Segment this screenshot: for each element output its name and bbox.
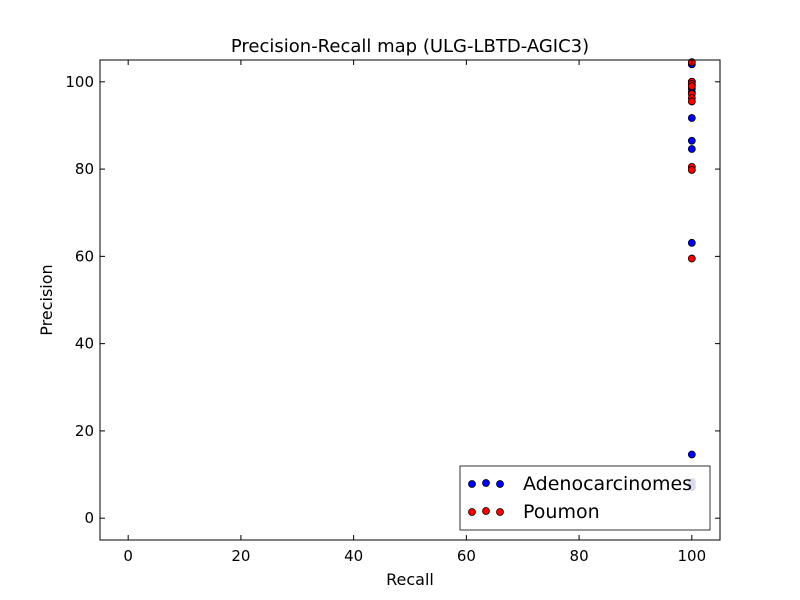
- data-point: [687, 114, 696, 122]
- legend-frame: [459, 465, 711, 531]
- data-point: [687, 145, 696, 153]
- y-axis-label: Precision: [37, 264, 56, 335]
- legend-label: Adenocarcinomes: [523, 473, 692, 495]
- chart-title: Precision-Recall map (ULG-LBTD-AGIC3): [231, 36, 589, 57]
- data-point: [687, 82, 696, 91]
- data-point: [687, 450, 696, 459]
- x-tick-label: 40: [344, 547, 363, 565]
- legend-item-poumon: Poumon: [468, 501, 600, 523]
- ticks-layer: 0 20 40 60 80 100 0 20 40 60 80 100: [65, 60, 720, 565]
- points-layer: [687, 58, 696, 492]
- legend-marker: [468, 480, 476, 488]
- data-point: [687, 254, 696, 263]
- legend-label: Poumon: [523, 501, 600, 523]
- x-tick-label: 80: [570, 547, 589, 565]
- y-tick-label: 0: [84, 509, 94, 527]
- y-tick-label: 40: [75, 335, 94, 353]
- data-point: [687, 238, 696, 247]
- y-tick-label: 80: [75, 160, 94, 178]
- legend-marker: [482, 507, 490, 515]
- data-point: [687, 166, 696, 174]
- x-tick-label: 100: [677, 547, 706, 565]
- x-axis-label: Recall: [386, 570, 434, 589]
- legend-item-adenocarcinomes: Adenocarcinomes: [468, 473, 692, 495]
- x-tick-label: 20: [231, 547, 250, 565]
- legend: Adenocarcinomes Poumon: [459, 465, 711, 531]
- plot-frame: [99, 59, 721, 541]
- series-adenocarcinomes: [687, 60, 696, 492]
- data-point: [687, 136, 696, 145]
- legend-marker: [482, 479, 490, 487]
- legend-marker: [468, 508, 476, 516]
- y-tick-label: 100: [65, 73, 94, 91]
- x-tick-label: 0: [123, 547, 133, 565]
- x-tick-label: 60: [457, 547, 476, 565]
- y-tick-label: 60: [75, 247, 94, 265]
- series-poumon: [687, 58, 696, 263]
- y-tick-label: 20: [75, 422, 94, 440]
- data-point: [687, 97, 696, 106]
- legend-marker: [496, 480, 504, 488]
- legend-marker: [496, 508, 504, 516]
